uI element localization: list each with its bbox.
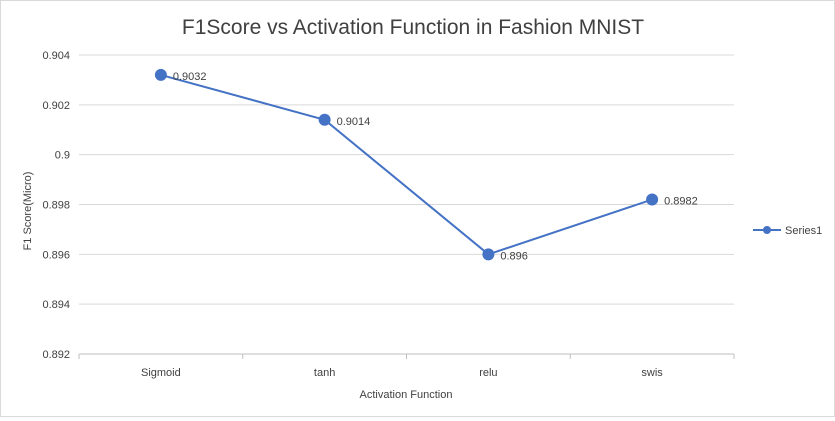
x-tick-label-2: relu <box>479 367 497 379</box>
x-tick-label-1: tanh <box>314 367 335 379</box>
y-tick-label-6: 0.904 <box>42 50 70 62</box>
y-tick-labels: 0.892 0.894 0.896 0.898 0.9 0.902 0.904 <box>42 50 70 361</box>
x-axis <box>78 353 735 359</box>
data-label-3: 0.8982 <box>664 196 698 208</box>
data-point-3 <box>646 193 659 206</box>
data-point-2 <box>482 248 495 261</box>
series-group <box>154 68 659 261</box>
y-tick-label-5: 0.902 <box>42 100 70 112</box>
data-point-0 <box>154 68 167 81</box>
x-tick-label-3: swis <box>641 367 663 379</box>
y-tick-label-2: 0.896 <box>42 249 70 261</box>
legend: Series1 <box>753 225 822 237</box>
data-point-1 <box>318 113 331 126</box>
data-label-0: 0.9032 <box>173 71 207 83</box>
x-axis-label: Activation Function <box>360 389 453 401</box>
y-tick-label-0: 0.892 <box>42 349 70 361</box>
x-tick-label-0: Sigmoid <box>141 367 181 379</box>
data-label-1: 0.9014 <box>337 116 371 128</box>
y-tick-label-1: 0.894 <box>42 299 70 311</box>
data-label-2: 0.896 <box>500 250 528 262</box>
chart-title: F1Score vs Activation Function in Fashio… <box>182 16 644 39</box>
y-tick-label-3: 0.898 <box>42 200 70 212</box>
x-tick-labels: Sigmoid tanh relu swis <box>141 367 663 379</box>
legend-label-0: Series1 <box>785 225 822 237</box>
series-line-0 <box>160 73 653 256</box>
data-labels: 0.9032 0.9014 0.896 0.8982 <box>173 71 698 262</box>
gridlines <box>79 54 734 305</box>
y-axis-label: F1 Score(Micro) <box>22 172 34 251</box>
legend-marker-0 <box>763 226 771 234</box>
y-tick-label-4: 0.9 <box>55 150 70 162</box>
